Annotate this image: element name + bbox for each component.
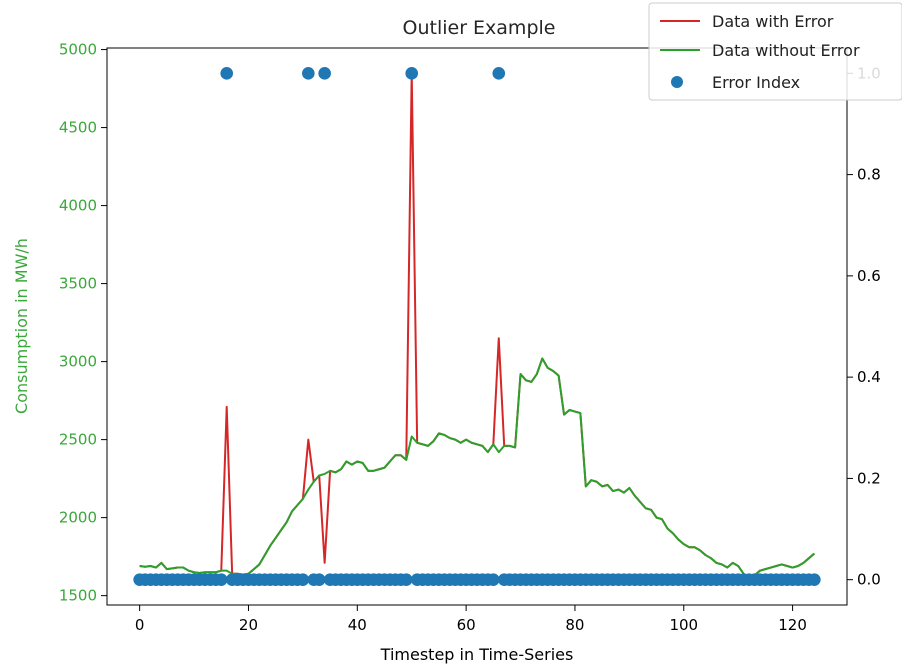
y-tick-label: 3500 (59, 275, 97, 293)
y-tick-label: 4000 (59, 197, 97, 215)
y2-tick-label: 0.6 (857, 267, 881, 285)
chart-title: Outlier Example (403, 17, 556, 39)
x-tick-label: 60 (457, 616, 476, 634)
y2-tick-label: 0.2 (857, 469, 881, 487)
y-tick-label: 2000 (59, 509, 97, 527)
x-tick-label: 80 (565, 616, 584, 634)
y-tick-label: 1500 (59, 587, 97, 605)
x-axis: 0 20 40 60 80 100 120 (135, 605, 807, 634)
error-index-points (133, 67, 821, 586)
y2-tick-label: 0.0 (857, 571, 881, 589)
error-index-point (312, 573, 326, 586)
legend-label-error-index: Error Index (712, 73, 800, 92)
y-axis-label: Consumption in MW/h (12, 238, 31, 414)
x-tick-label: 20 (239, 616, 258, 634)
plot-frame (106, 47, 848, 606)
error-index-point (302, 67, 315, 80)
error-index-point (318, 67, 331, 80)
x-tick-label: 100 (669, 616, 698, 634)
plot-area (106, 47, 848, 606)
y2-tick-label: 0.4 (857, 368, 881, 386)
x-tick-label: 40 (348, 616, 367, 634)
x-tick-label: 120 (778, 616, 807, 634)
y-tick-label: 5000 (59, 41, 97, 59)
legend-swatch-error-index (671, 76, 683, 88)
y-tick-label: 2500 (59, 431, 97, 449)
y-tick-label: 3000 (59, 353, 97, 371)
series-lines (139, 71, 816, 580)
legend: Data with Error Data without Error Error… (648, 2, 902, 101)
error-index-point (214, 573, 228, 586)
legend-label-data-with-error: Data with Error (712, 12, 834, 31)
series-line-data-without-error (139, 357, 816, 580)
error-index-point (492, 67, 506, 80)
y-tick-label: 4500 (59, 119, 97, 137)
legend-label-data-without-error: Data without Error (712, 41, 860, 60)
error-index-point (296, 573, 310, 586)
error-index-point (808, 573, 821, 586)
y2-tick-label: 0.8 (857, 166, 881, 184)
x-axis-label: Timestep in Time-Series (380, 645, 574, 664)
left-y-axis: 1500 2000 2500 3000 3500 4000 4500 5000 (59, 41, 107, 605)
x-tick-label: 0 (135, 616, 145, 634)
error-index-point (220, 67, 234, 80)
legend-box (648, 2, 902, 101)
error-index-point (487, 573, 500, 586)
error-index-point (399, 573, 413, 586)
error-index-point (405, 67, 419, 80)
